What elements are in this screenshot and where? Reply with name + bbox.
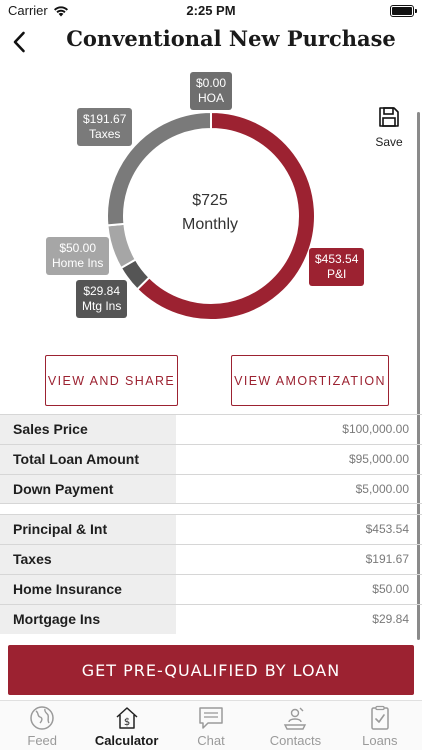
- nav-bar: Conventional New Purchase: [0, 24, 422, 60]
- table-row: Total Loan Amount $95,000.00: [0, 444, 422, 474]
- row-label: Sales Price: [0, 415, 176, 444]
- table-row: Sales Price $100,000.00: [0, 414, 422, 444]
- row-value: $50.00: [372, 582, 409, 596]
- tab-bar: Feed $ Calculator Chat Contacts Loans: [0, 700, 422, 750]
- row-value: $95,000.00: [348, 452, 409, 466]
- carrier-info: Carrier: [8, 3, 69, 18]
- donut-slice-taxes: [106, 110, 212, 227]
- view-and-share-button[interactable]: VIEW AND SHARE: [45, 355, 178, 406]
- chart-label-pi-value: $453.54: [315, 252, 359, 266]
- table-row: Down Payment $5,000.00: [0, 474, 422, 504]
- tab-label: Chat: [197, 733, 225, 748]
- chart-label-mtg-ins: $29.84 Mtg Ins: [76, 280, 128, 318]
- row-value: $29.84: [372, 612, 409, 626]
- tab-contacts[interactable]: Contacts: [253, 701, 337, 750]
- chart-label-taxes-value: $191.67: [83, 112, 127, 126]
- wifi-icon: [53, 5, 68, 16]
- chart-label-home-ins-value: $50.00: [59, 241, 97, 255]
- chart-center-caption: Monthly: [181, 216, 239, 233]
- row-value: $100,000.00: [342, 422, 409, 436]
- chart-label-home-ins: $50.00 Home Ins: [46, 237, 110, 275]
- chart-label-taxes: $191.67 Taxes: [77, 108, 133, 146]
- table-row: Home Insurance $50.00: [0, 574, 422, 604]
- chevron-left-icon: [13, 31, 25, 53]
- tab-label: Feed: [27, 733, 58, 748]
- row-value: $453.54: [365, 522, 409, 536]
- payment-chart: $725 Monthly $0.00 HOA $191.67 Taxes $50…: [0, 68, 422, 350]
- row-label: Home Insurance: [0, 575, 176, 604]
- loan-summary-table: Sales Price $100,000.00 Total Loan Amoun…: [0, 414, 422, 504]
- save-button[interactable]: Save: [372, 106, 406, 149]
- scroll-indicator[interactable]: [417, 112, 420, 640]
- page-title: Conventional New Purchase: [66, 26, 396, 51]
- chart-label-hoa-value: $0.00: [196, 76, 227, 90]
- row-label: Principal & Int: [0, 515, 176, 544]
- table-row: Mortgage Ins $29.84: [0, 604, 422, 634]
- clipboard-check-icon: [371, 705, 389, 730]
- row-label: Down Payment: [0, 475, 176, 503]
- chart-label-home-ins-name: Home Ins: [52, 256, 104, 270]
- tab-label: Contacts: [269, 733, 322, 748]
- chart-label-mtg-ins-value: $29.84: [83, 284, 121, 298]
- row-label: Mortgage Ins: [0, 605, 176, 634]
- row-label: Taxes: [0, 545, 176, 574]
- chart-label-hoa-name: HOA: [198, 91, 225, 105]
- table-row: Taxes $191.67: [0, 544, 422, 574]
- chart-label-pi-name: P&I: [327, 267, 347, 281]
- chart-center-amount: $725: [192, 192, 228, 209]
- tab-label: Calculator: [94, 733, 159, 748]
- chart-label-hoa: $0.00 HOA: [190, 72, 233, 110]
- tab-feed[interactable]: Feed: [0, 701, 84, 750]
- chart-label-taxes-name: Taxes: [89, 127, 121, 141]
- tab-calculator[interactable]: $ Calculator: [84, 701, 168, 750]
- status-time: 2:25 PM: [186, 3, 236, 18]
- chat-bubble-icon: [199, 707, 223, 729]
- globe-icon: [30, 706, 54, 730]
- tab-chat[interactable]: Chat: [169, 701, 253, 750]
- save-label: Save: [375, 135, 403, 149]
- status-bar: Carrier 2:25 PM: [0, 0, 422, 22]
- contact-card-icon: [284, 707, 307, 730]
- tab-label: Loans: [362, 733, 398, 748]
- view-amortization-button[interactable]: VIEW AMORTIZATION: [231, 355, 389, 406]
- house-dollar-icon: $: [116, 707, 138, 729]
- carrier-name: Carrier: [8, 3, 48, 18]
- payment-donut-chart: [106, 110, 316, 321]
- svg-text:$: $: [123, 717, 129, 728]
- donut-slice-pi: [135, 110, 316, 321]
- payment-breakdown-table: Principal & Int $453.54 Taxes $191.67 Ho…: [0, 514, 422, 634]
- row-value: $5,000.00: [355, 482, 409, 496]
- table-row: Principal & Int $453.54: [0, 514, 422, 544]
- get-prequalified-button[interactable]: GET PRE-QUALIFIED BY LOAN: [8, 645, 414, 695]
- chart-label-pi: $453.54 P&I: [309, 248, 365, 286]
- floppy-disk-icon: [379, 107, 399, 127]
- row-label: Total Loan Amount: [0, 445, 176, 474]
- tab-loans[interactable]: Loans: [338, 701, 422, 750]
- battery-icon: [390, 5, 417, 17]
- back-button[interactable]: [8, 28, 30, 56]
- chart-label-mtg-ins-name: Mtg Ins: [82, 299, 122, 313]
- row-value: $191.67: [365, 552, 409, 566]
